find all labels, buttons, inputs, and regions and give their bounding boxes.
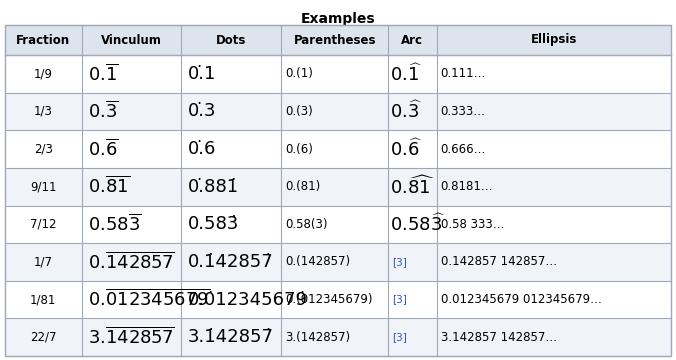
Text: 0.58$\overline{3}$: 0.58$\overline{3}$ (88, 213, 141, 235)
Bar (5, 281, 671, 318)
Text: 0.58$\widehat{3}$: 0.58$\widehat{3}$ (390, 213, 445, 235)
Text: 2/3: 2/3 (34, 143, 53, 156)
Text: 0.333…: 0.333… (441, 105, 485, 118)
Text: 0.$\widehat{1}$: 0.$\widehat{1}$ (390, 63, 422, 85)
Text: 0.$\overline{6}$: 0.$\overline{6}$ (88, 138, 118, 160)
Text: 22/7: 22/7 (30, 331, 57, 344)
Text: 0.$\widehat{81}$: 0.$\widehat{81}$ (390, 175, 435, 198)
Text: 0.̇881̇: 0.̇881̇ (187, 178, 239, 196)
Text: 0.0̇12345679̇: 0.0̇12345679̇ (187, 291, 308, 309)
Text: Vinculum: Vinculum (101, 33, 162, 46)
Text: 0.(6): 0.(6) (285, 143, 313, 156)
Text: 0.111…: 0.111… (441, 67, 486, 80)
Text: 3.142857 142857…: 3.142857 142857… (441, 331, 557, 344)
Text: 3.$\overline{142857}$: 3.$\overline{142857}$ (88, 327, 174, 348)
Bar (5, 55, 671, 93)
Text: Parentheses: Parentheses (293, 33, 376, 46)
Text: 0.(81): 0.(81) (285, 180, 320, 193)
Text: 0.̇1: 0.̇1 (187, 65, 216, 83)
Text: 3.1̇42857̇: 3.1̇42857̇ (187, 328, 274, 346)
Bar (5, 25, 671, 55)
Text: 3.(142857): 3.(142857) (285, 331, 351, 344)
Text: 0.$\overline{3}$: 0.$\overline{3}$ (88, 101, 118, 122)
Bar (5, 318, 671, 356)
Text: 7/12: 7/12 (30, 218, 57, 231)
Text: 0.142857 142857…: 0.142857 142857… (441, 256, 557, 269)
Text: Arc: Arc (402, 33, 423, 46)
Text: 0.8181…: 0.8181… (441, 180, 493, 193)
Text: Fraction: Fraction (16, 33, 70, 46)
Text: 1/9: 1/9 (34, 67, 53, 80)
Text: Examples: Examples (301, 12, 375, 26)
Text: 0.(142857): 0.(142857) (285, 256, 351, 269)
Text: 0.$\overline{012345679}$: 0.$\overline{012345679}$ (88, 289, 210, 310)
Text: 1/7: 1/7 (34, 256, 53, 269)
Text: 0.̇6: 0.̇6 (187, 140, 216, 158)
Text: 0.$\widehat{3}$: 0.$\widehat{3}$ (390, 100, 422, 122)
Text: 0.666…: 0.666… (441, 143, 486, 156)
Text: 0.012345679 012345679…: 0.012345679 012345679… (441, 293, 602, 306)
Text: 0.583̇: 0.583̇ (187, 215, 239, 233)
Text: [3]: [3] (392, 257, 407, 267)
Bar (5, 206, 671, 243)
Text: 0.$\overline{81}$: 0.$\overline{81}$ (88, 176, 130, 197)
Text: 0.$\widehat{6}$: 0.$\widehat{6}$ (390, 138, 422, 160)
Text: 0.(1): 0.(1) (285, 67, 313, 80)
Bar (5, 130, 671, 168)
Text: [3]: [3] (392, 332, 407, 342)
Text: 0.58 333…: 0.58 333… (441, 218, 504, 231)
Text: 0.(3): 0.(3) (285, 105, 313, 118)
Text: [3]: [3] (392, 294, 407, 305)
Text: 1/3: 1/3 (34, 105, 53, 118)
Text: 0.1̇42857̇: 0.1̇42857̇ (187, 253, 273, 271)
Bar (5, 93, 671, 130)
Text: Ellipsis: Ellipsis (531, 33, 577, 46)
Bar (5, 243, 671, 281)
Bar (5, 168, 671, 206)
Text: 9/11: 9/11 (30, 180, 57, 193)
Text: Dots: Dots (216, 33, 247, 46)
Text: 0.(012345679): 0.(012345679) (285, 293, 373, 306)
Text: 1/81: 1/81 (30, 293, 57, 306)
Text: 0.$\overline{1}$: 0.$\overline{1}$ (88, 63, 118, 85)
Text: 0.$\overline{142857}$: 0.$\overline{142857}$ (88, 251, 174, 273)
Text: 0.58(3): 0.58(3) (285, 218, 328, 231)
Text: 0.̇3: 0.̇3 (187, 103, 216, 121)
